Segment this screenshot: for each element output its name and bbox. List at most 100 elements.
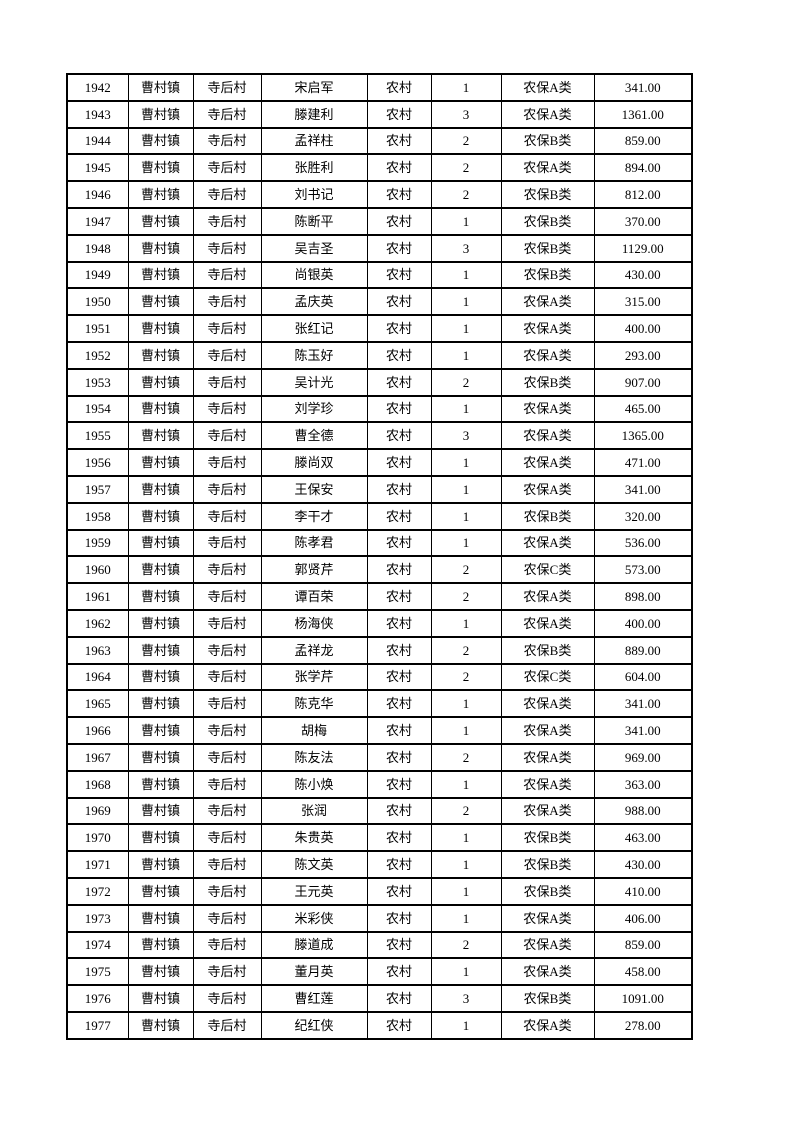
cell-insurance_category: 农保C类 [500,662,595,692]
cell-village: 寺后村 [192,1010,262,1041]
cell-village: 寺后村 [192,555,262,585]
cell-residence_type: 农村 [366,716,432,745]
cell-person_name: 陈孝君 [260,528,368,558]
cell-amount: 320.00 [593,501,693,531]
cell-residence_type: 农村 [366,180,432,209]
cell-insurance_category: 农保A类 [500,796,595,826]
cell-person_count: 2 [430,662,502,692]
cell-village: 寺后村 [192,957,262,987]
cell-insurance_category: 农保B类 [500,126,595,156]
cell-village: 寺后村 [192,206,262,236]
cell-residence_type: 农村 [366,930,432,960]
cell-insurance_category: 农保A类 [500,742,595,772]
cell-amount: 573.00 [593,555,693,585]
cell-insurance_category: 农保B类 [500,206,595,236]
cell-person_name: 朱贵英 [260,823,368,853]
cell-person_name: 张胜利 [260,153,368,183]
cell-amount: 859.00 [593,930,693,960]
cell-serial_no: 1968 [66,769,129,799]
cell-serial_no: 1953 [66,367,129,397]
cell-residence_type: 农村 [366,876,432,906]
cell-person_name: 王保安 [260,474,368,504]
cell-village: 寺后村 [192,233,262,263]
table-row: 1951 曹村镇 寺后村 张红记 农村 1 农保A类 400.00 [66,314,693,343]
cell-person_count: 1 [430,903,502,933]
cell-town: 曹村镇 [127,957,194,987]
table-row: 1968 曹村镇 寺后村 陈小焕 农村 1 农保A类 363.00 [66,769,693,799]
cell-serial_no: 1967 [66,742,129,772]
cell-town: 曹村镇 [127,582,194,611]
cell-person_count: 1 [430,340,502,370]
cell-person_name: 滕尚双 [260,448,368,477]
cell-insurance_category: 农保A类 [500,582,595,611]
table-row: 1942 曹村镇 寺后村 宋启军 农村 1 农保A类 341.00 [66,73,693,102]
table-row: 1953 曹村镇 寺后村 吴计光 农村 2 农保B类 907.00 [66,367,693,397]
cell-insurance_category: 农保A类 [500,153,595,183]
cell-town: 曹村镇 [127,555,194,585]
table-row: 1950 曹村镇 寺后村 孟庆英 农村 1 农保A类 315.00 [66,287,693,317]
cell-amount: 410.00 [593,876,693,906]
cell-person_name: 米彩侠 [260,903,368,933]
cell-town: 曹村镇 [127,367,194,397]
cell-residence_type: 农村 [366,528,432,558]
cell-village: 寺后村 [192,287,262,317]
cell-serial_no: 1945 [66,153,129,183]
cell-village: 寺后村 [192,742,262,772]
cell-town: 曹村镇 [127,930,194,960]
cell-person_name: 王元英 [260,876,368,906]
cell-serial_no: 1959 [66,528,129,558]
cell-person_name: 曹红莲 [260,984,368,1013]
cell-village: 寺后村 [192,716,262,745]
table-row: 1969 曹村镇 寺后村 张润 农村 2 农保A类 988.00 [66,796,693,826]
cell-town: 曹村镇 [127,260,194,290]
table-row: 1975 曹村镇 寺后村 董月英 农村 1 农保A类 458.00 [66,957,693,987]
cell-person_name: 张润 [260,796,368,826]
cell-insurance_category: 农保A类 [500,716,595,745]
cell-amount: 889.00 [593,635,693,665]
cell-residence_type: 农村 [366,903,432,933]
table-row: 1958 曹村镇 寺后村 李干才 农村 1 农保B类 320.00 [66,501,693,531]
cell-amount: 400.00 [593,314,693,343]
cell-person_name: 张红记 [260,314,368,343]
cell-residence_type: 农村 [366,984,432,1013]
table-row: 1971 曹村镇 寺后村 陈文英 农村 1 农保B类 430.00 [66,850,693,879]
cell-amount: 315.00 [593,287,693,317]
cell-village: 寺后村 [192,903,262,933]
cell-person_count: 2 [430,582,502,611]
cell-amount: 898.00 [593,582,693,611]
cell-village: 寺后村 [192,474,262,504]
cell-village: 寺后村 [192,850,262,879]
cell-town: 曹村镇 [127,394,194,424]
cell-person_count: 2 [430,126,502,156]
table-row: 1976 曹村镇 寺后村 曹红莲 农村 3 农保B类 1091.00 [66,984,693,1013]
cell-person_name: 刘书记 [260,180,368,209]
cell-serial_no: 1952 [66,340,129,370]
cell-serial_no: 1964 [66,662,129,692]
cell-insurance_category: 农保A类 [500,421,595,451]
cell-insurance_category: 农保A类 [500,394,595,424]
cell-residence_type: 农村 [366,850,432,879]
cell-residence_type: 农村 [366,448,432,477]
cell-town: 曹村镇 [127,99,194,129]
cell-person_count: 1 [430,448,502,477]
cell-amount: 363.00 [593,769,693,799]
cell-town: 曹村镇 [127,689,194,719]
cell-residence_type: 农村 [366,662,432,692]
cell-town: 曹村镇 [127,340,194,370]
cell-insurance_category: 农保A类 [500,99,595,129]
cell-person_name: 杨海侠 [260,608,368,638]
table-row: 1965 曹村镇 寺后村 陈克华 农村 1 农保A类 341.00 [66,689,693,719]
cell-person_count: 3 [430,421,502,451]
table-row: 1949 曹村镇 寺后村 尚银英 农村 1 农保B类 430.00 [66,260,693,290]
cell-person_count: 2 [430,180,502,209]
cell-serial_no: 1943 [66,99,129,129]
cell-person_name: 滕建利 [260,99,368,129]
cell-amount: 604.00 [593,662,693,692]
table-row: 1966 曹村镇 寺后村 胡梅 农村 1 农保A类 341.00 [66,716,693,745]
table-row: 1967 曹村镇 寺后村 陈友法 农村 2 农保A类 969.00 [66,742,693,772]
cell-residence_type: 农村 [366,769,432,799]
cell-residence_type: 农村 [366,555,432,585]
cell-serial_no: 1944 [66,126,129,156]
cell-person_name: 郭贤芹 [260,555,368,585]
